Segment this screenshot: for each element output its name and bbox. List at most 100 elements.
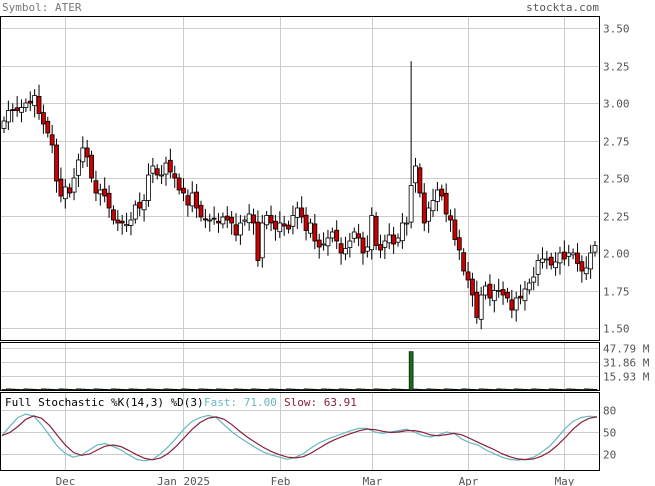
candle-body — [347, 240, 353, 248]
volume-bar — [119, 388, 125, 391]
candle-body — [1, 120, 7, 129]
volume-bar — [378, 388, 383, 391]
candle-body — [540, 258, 545, 263]
candle-body — [408, 185, 414, 223]
volume-bar — [54, 389, 59, 391]
volume-bar — [76, 388, 81, 391]
candle-body — [360, 237, 366, 254]
candle-body — [198, 204, 204, 218]
candle-body — [456, 237, 462, 251]
candle-body — [592, 245, 598, 253]
candle-body — [207, 219, 213, 222]
candle-body — [404, 222, 410, 225]
volume-bar — [312, 388, 318, 391]
volume-bar — [211, 389, 217, 391]
candle-body — [470, 278, 475, 296]
volume-bar — [496, 388, 501, 391]
volume-bar — [102, 388, 107, 391]
candle-body — [27, 100, 33, 104]
candle-body — [487, 283, 493, 299]
candle-body — [321, 243, 326, 246]
volume-bar — [452, 388, 458, 391]
candle-body — [159, 174, 165, 177]
candle-body — [522, 288, 528, 302]
volume-bar — [220, 388, 226, 391]
stochastic-slow-line — [1, 415, 598, 461]
price-tick-label: 3.25 — [603, 61, 630, 74]
volume-bar — [448, 388, 453, 391]
volume-bar — [98, 388, 103, 391]
candle-body — [5, 110, 11, 123]
candle-body — [452, 219, 458, 240]
candle-body — [281, 223, 287, 227]
candle-body — [553, 261, 558, 269]
candle-body — [277, 222, 283, 233]
candle-body — [45, 120, 51, 134]
candle-body — [172, 173, 178, 179]
volume-bar — [505, 388, 510, 391]
volume-bar — [259, 388, 265, 391]
volume-bar — [45, 388, 51, 391]
volume-bar — [62, 388, 68, 391]
candle-body — [579, 261, 585, 272]
candle-body — [426, 207, 432, 222]
volume-bar — [32, 388, 37, 391]
volume-bar — [456, 389, 462, 391]
candle-body — [58, 178, 64, 197]
volume-bar — [106, 389, 112, 391]
volume-bar — [566, 388, 572, 391]
volume-bar — [80, 388, 86, 391]
candle-body — [483, 285, 488, 296]
candle-body — [430, 200, 436, 212]
panel-border — [0, 392, 600, 471]
volume-bar — [238, 388, 243, 391]
volume-bar — [579, 389, 585, 391]
candle-body — [119, 220, 125, 224]
candlestick-series — [1, 61, 598, 330]
volume-bar — [273, 388, 278, 391]
date-tick-label: May — [555, 475, 575, 486]
volume-bar — [19, 389, 24, 391]
price-tick-label: 2.75 — [603, 136, 630, 149]
candle-body — [500, 289, 506, 296]
volume-bar — [185, 388, 191, 391]
candle-body — [273, 220, 278, 230]
candle-body — [176, 177, 182, 191]
volume-panel: 47.79 M31.86 M15.93 M — [1, 343, 650, 391]
candle-body — [150, 165, 156, 174]
volume-bar — [492, 389, 497, 391]
volume-bar — [483, 388, 488, 391]
volume-bar — [470, 388, 475, 391]
candle-body — [202, 218, 208, 221]
volume-bar — [308, 388, 313, 391]
candle-body — [194, 191, 200, 209]
volume-bar — [351, 389, 357, 391]
date-tick-label: Mar — [363, 475, 383, 486]
site-label: stockta.com — [526, 1, 599, 14]
price-tick-label: 1.50 — [603, 323, 630, 336]
volume-bar — [1, 389, 7, 391]
candle-body — [395, 237, 401, 243]
candle-body — [465, 271, 471, 281]
volume-bar — [391, 388, 396, 391]
candle-body — [509, 299, 515, 311]
volume-bar — [128, 388, 134, 391]
volume-bar — [198, 388, 204, 391]
volume-bar — [168, 388, 173, 391]
candle-body — [316, 239, 322, 248]
volume-bar — [89, 389, 94, 391]
volume-bar — [286, 388, 291, 391]
volume-bar — [360, 388, 366, 391]
candle-body — [583, 267, 589, 275]
candle-body — [566, 252, 572, 257]
date-tick-label: Feb — [271, 475, 291, 486]
date-axis: Dec Jan 2025 Feb Mar Apr May — [56, 475, 575, 486]
volume-bar — [6, 388, 11, 391]
candle-body — [544, 258, 550, 261]
volume-bar — [343, 388, 348, 391]
volume-tick-label: 31.86 M — [603, 357, 650, 370]
candle-body — [535, 260, 541, 275]
volume-bar — [176, 389, 182, 391]
volume-bar — [465, 388, 471, 391]
volume-bar — [154, 388, 160, 391]
